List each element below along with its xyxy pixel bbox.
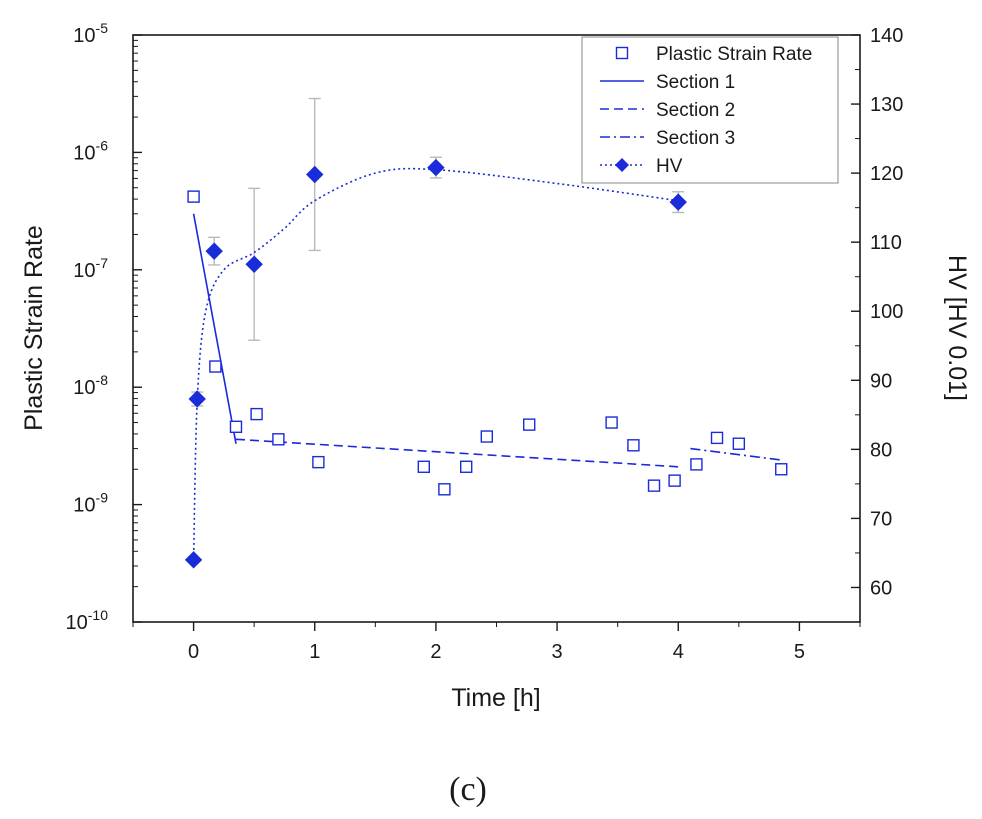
strain-rate-point xyxy=(481,431,492,442)
x-tick-label: 0 xyxy=(188,641,199,663)
y-left-tick-label: 10-9 xyxy=(73,490,108,517)
strain-rate-point xyxy=(669,475,680,486)
strain-rate-point xyxy=(733,438,744,449)
y-left-axis-title: Plastic Strain Rate xyxy=(20,225,48,431)
strain-rate-point xyxy=(273,434,284,445)
hv-point xyxy=(189,391,205,407)
strain-rate-point xyxy=(439,484,450,495)
strain-rate-point xyxy=(606,417,617,428)
legend-symbol-strain-rate xyxy=(617,48,628,59)
strain-rate-point xyxy=(776,464,787,475)
x-axis: 0 1 2 3 4 5 xyxy=(133,622,860,663)
y-left-tick-label: 10-6 xyxy=(73,137,108,164)
y-left-tick-label: 10-7 xyxy=(73,255,108,282)
y-left-tick-label: 10-8 xyxy=(73,372,108,399)
x-tick-label: 5 xyxy=(794,641,805,663)
strain-rate-point xyxy=(461,461,472,472)
strain-rate-point xyxy=(649,480,660,491)
x-axis-title: Time [h] xyxy=(451,684,540,712)
hv-point xyxy=(186,552,202,568)
strain-rate-point xyxy=(210,361,221,372)
legend-label: Plastic Strain Rate xyxy=(656,44,812,65)
x-tick-label: 3 xyxy=(552,641,563,663)
x-tick-label: 1 xyxy=(309,641,320,663)
series-lines xyxy=(194,169,782,560)
strain-rate-point xyxy=(188,191,199,202)
section-3-line xyxy=(690,449,781,460)
y-right-tick-label: 100 xyxy=(870,301,903,323)
x-tick-label: 2 xyxy=(430,641,441,663)
x-tick-label: 4 xyxy=(673,641,684,663)
y-left-axis: 10-10 10-9 10-8 10-7 10-6 10-5 xyxy=(66,20,142,634)
panel-label: (c) xyxy=(449,771,487,808)
strain-rate-point xyxy=(691,459,702,470)
strain-rate-point xyxy=(313,457,324,468)
y-left-tick-label: 10-5 xyxy=(73,20,108,47)
legend-label: HV xyxy=(656,156,683,177)
hv-point xyxy=(206,243,222,259)
legend-label: Section 2 xyxy=(656,100,735,121)
legend: Plastic Strain Rate Section 1 Section 2 Sec… xyxy=(582,37,838,183)
strain-rate-point xyxy=(628,440,639,451)
legend-label: Section 3 xyxy=(656,128,735,149)
y-right-tick-label: 120 xyxy=(870,163,903,185)
strain-rate-point xyxy=(524,419,535,430)
strain-rate-point xyxy=(418,461,429,472)
y-right-tick-label: 140 xyxy=(870,25,903,47)
hv-curve xyxy=(194,169,679,560)
hv-point xyxy=(307,166,323,182)
hv-point xyxy=(428,160,444,176)
strain-rate-point xyxy=(251,409,262,420)
y-right-tick-label: 90 xyxy=(870,370,892,392)
strain-rate-point xyxy=(712,432,723,443)
hv-point xyxy=(670,194,686,210)
y-right-tick-label: 80 xyxy=(870,439,892,461)
y-right-tick-label: 70 xyxy=(870,508,892,530)
y-right-tick-label: 110 xyxy=(870,232,902,254)
hv-point xyxy=(246,256,262,272)
y-left-tick-label: 10-10 xyxy=(66,607,109,634)
legend-label: Section 1 xyxy=(656,72,735,93)
strain-rate-point xyxy=(230,421,241,432)
y-right-axis-title: HV [HV 0.01] xyxy=(943,255,971,401)
y-right-axis: 60 70 80 90 100 110 120 130 140 xyxy=(851,25,903,599)
section-2-line xyxy=(236,439,678,467)
series-markers xyxy=(186,160,787,568)
chart: 10-1010-910-810-710-610-5 60708090100110… xyxy=(0,0,982,819)
y-right-tick-label: 60 xyxy=(870,577,892,599)
y-right-tick-label: 130 xyxy=(870,94,903,116)
